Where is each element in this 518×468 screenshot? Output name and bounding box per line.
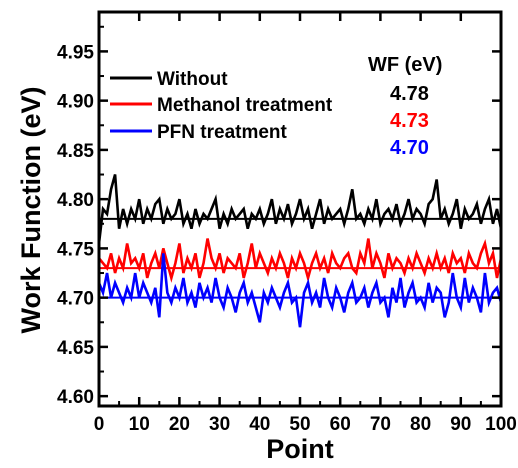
x-tick-label: 70: [370, 414, 391, 435]
x-tick-label: 40: [249, 414, 270, 435]
x-tick-label: 80: [410, 414, 431, 435]
y-tick-label: 4.80: [57, 190, 94, 211]
series-layer: [97, 174, 503, 328]
x-tick-label: 20: [169, 414, 190, 435]
y-tick-label: 4.90: [57, 92, 94, 113]
series-line-methanol-treatment: [97, 238, 503, 283]
wf-value-without: 4.78: [390, 83, 429, 105]
wf-header: WF (eV): [368, 54, 442, 76]
x-tick-label: 50: [289, 414, 310, 435]
wf-annotation: WF (eV) 4.78 4.73 4.70: [368, 54, 442, 159]
y-tick-label: 4.75: [57, 239, 94, 260]
y-tick-label: 4.95: [57, 42, 94, 63]
y-tick-label: 4.70: [57, 289, 94, 310]
y-tick-label: 4.60: [57, 387, 94, 408]
x-tick-label: 10: [129, 414, 150, 435]
y-tick-label: 4.65: [57, 338, 94, 359]
x-tick-label: 100: [485, 414, 517, 435]
y-axis-title: Work Function (eV): [16, 87, 46, 334]
series-line-without: [97, 174, 503, 244]
legend: Without Methanol treatment PFN treatment: [110, 69, 333, 143]
wf-value-pfn: 4.70: [390, 137, 429, 159]
legend-label-pfn: PFN treatment: [157, 122, 288, 143]
wf-value-methanol: 4.73: [390, 110, 429, 132]
x-tick-label: 90: [450, 414, 471, 435]
legend-label-methanol: Methanol treatment: [157, 95, 333, 116]
x-axis-title: Point: [266, 434, 334, 464]
series-line-pfn-treatment: [97, 253, 503, 328]
y-tick-labels: 4.60 4.65 4.70 4.75 4.80 4.85 4.90 4.95: [57, 42, 94, 408]
x-tick-labels: 0 10 20 30 40 50 60 70 80 90 100: [94, 414, 517, 435]
x-tick-label: 60: [330, 414, 351, 435]
x-tick-label: 30: [209, 414, 230, 435]
y-tick-label: 4.85: [57, 141, 94, 162]
legend-label-without: Without: [157, 69, 228, 90]
tick-layer: [97, 12, 503, 406]
x-tick-label: 0: [94, 414, 105, 435]
